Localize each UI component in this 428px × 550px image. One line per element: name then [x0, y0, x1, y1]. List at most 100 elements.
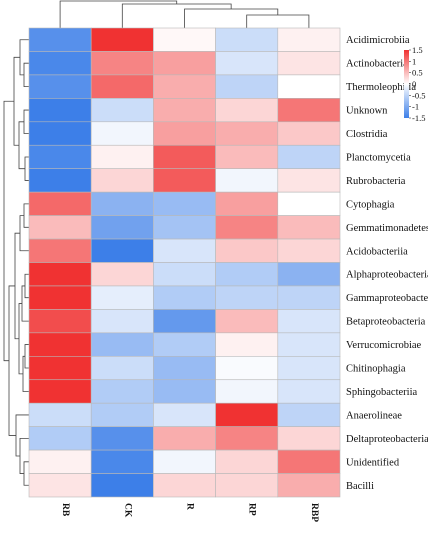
colorbar-tick-label: -0.5 [412, 90, 425, 100]
heatmap-cell [28, 168, 92, 193]
heatmap-cell [277, 168, 341, 193]
dendrogram-branch [15, 414, 29, 457]
heatmap-cell [153, 332, 216, 357]
heatmap-cell [153, 191, 216, 216]
row-label: Acidobacteriia [346, 246, 408, 257]
column-label: CK [122, 503, 132, 518]
row-label: Betaproteobacteria [346, 317, 426, 328]
heatmap-cell [277, 262, 341, 287]
heatmap-cell [153, 168, 216, 193]
dendrogram-branch [24, 156, 29, 181]
heatmap-cell [90, 215, 154, 240]
colorbar-tick-label: 0 [412, 79, 416, 89]
heatmap-cell [90, 379, 154, 404]
dendrogram-branch [184, 8, 279, 28]
colorbar-tick-label: 0.5 [412, 68, 423, 78]
dendrogram-branch [22, 355, 29, 392]
heatmap-cell [28, 332, 92, 357]
heatmap-cell [153, 144, 216, 170]
colorbar-tick-label: -1 [412, 102, 419, 112]
row-label: Chitinophagia [346, 364, 406, 375]
heatmap-cell [90, 74, 154, 99]
dendrogram-branch [24, 273, 29, 299]
heatmap-cell [90, 402, 154, 427]
heatmap-cell [28, 379, 92, 404]
row-label: Deltaproteobacteria [346, 434, 428, 445]
color-legend: 1.51 0.50-0.5 -1-1.5 [404, 45, 425, 123]
heatmap-cell [215, 332, 279, 357]
heatmap-cell [28, 426, 92, 451]
row-label: Cytophagia [346, 199, 395, 210]
colorbar [404, 50, 409, 118]
heatmap-cell [90, 355, 154, 381]
heatmap-cell [277, 285, 341, 310]
dendrogram-branch [19, 215, 29, 252]
row-label: Gammaproteobacteria [346, 293, 428, 304]
heatmap-cell [153, 27, 216, 52]
column-labels: RB CK R RP RBP [60, 503, 319, 522]
dendrogram-branch [23, 109, 29, 134]
dendrogram-branch [24, 344, 29, 369]
heatmap-cell [153, 309, 216, 334]
row-label: Unidentified [346, 457, 400, 468]
heatmap-cell [90, 191, 154, 216]
row-label: Clostridia [346, 129, 388, 140]
dendrogram-branch [21, 285, 29, 322]
heatmap-cell [277, 98, 341, 123]
colorbar-tick-label: -1.5 [412, 113, 425, 123]
heatmap-cell [28, 191, 92, 216]
heatmap-cell [153, 215, 216, 240]
row-label: Anaerolineae [346, 410, 402, 421]
heatmap-cell [215, 426, 279, 451]
dendrogram-branch [3, 100, 14, 362]
row-label: Alphaproteobacteria [346, 270, 428, 281]
heatmap-cell [28, 27, 92, 52]
heatmap-cell [28, 449, 92, 474]
heatmap-cell [277, 191, 341, 216]
row-dendrogram [3, 39, 29, 486]
heatmap-cell [153, 449, 216, 474]
heatmap-cell [215, 98, 279, 123]
heatmap-cell [153, 355, 216, 381]
heatmap-cell [90, 309, 154, 334]
heatmap-cell [153, 262, 216, 287]
dendrogram-branch [246, 14, 310, 28]
heatmap-cell [28, 121, 92, 146]
heatmap-cell [153, 473, 216, 498]
colorbar-tick-label: 1.5 [412, 45, 423, 55]
heatmap-cell [215, 402, 279, 427]
row-label: Thermoleophilia [346, 82, 416, 93]
heatmap-cell [90, 168, 154, 193]
heatmap-cell [215, 262, 279, 287]
heatmap-cell [28, 51, 92, 76]
heatmap-cell [153, 238, 216, 263]
heatmap-cell [215, 473, 279, 498]
heatmap-cell [277, 402, 341, 427]
heatmap-cell [90, 262, 154, 287]
dendrogram-branch [23, 203, 29, 228]
row-label: Acidimicrobiia [346, 35, 410, 46]
heatmap-cell [28, 98, 92, 123]
colorbar-tick-label: 1 [412, 56, 416, 66]
row-label: Rubrobacteria [346, 176, 406, 187]
heatmap-cell [28, 285, 92, 310]
heatmap-cell [28, 238, 92, 263]
heatmap-cell [153, 285, 216, 310]
heatmap-cell [277, 238, 341, 263]
heatmap-cell [277, 309, 341, 334]
heatmap-cell [215, 309, 279, 334]
dendrogram-branch [121, 3, 232, 28]
heatmap-cell [153, 121, 216, 146]
row-label: Planctomycetia [346, 152, 411, 163]
heatmap-cell [90, 98, 154, 123]
column-label: RB [60, 503, 70, 517]
heatmap-cell [277, 27, 341, 52]
heatmap-cell [277, 355, 341, 381]
heatmap-cell [153, 74, 216, 99]
heatmap-cell [28, 309, 92, 334]
row-label: Gemmatimonadetes [346, 223, 428, 234]
column-label: RP [247, 503, 257, 516]
heatmap-cell [277, 74, 341, 99]
heatmap-cell [28, 473, 92, 498]
heatmap-cell [215, 144, 279, 170]
